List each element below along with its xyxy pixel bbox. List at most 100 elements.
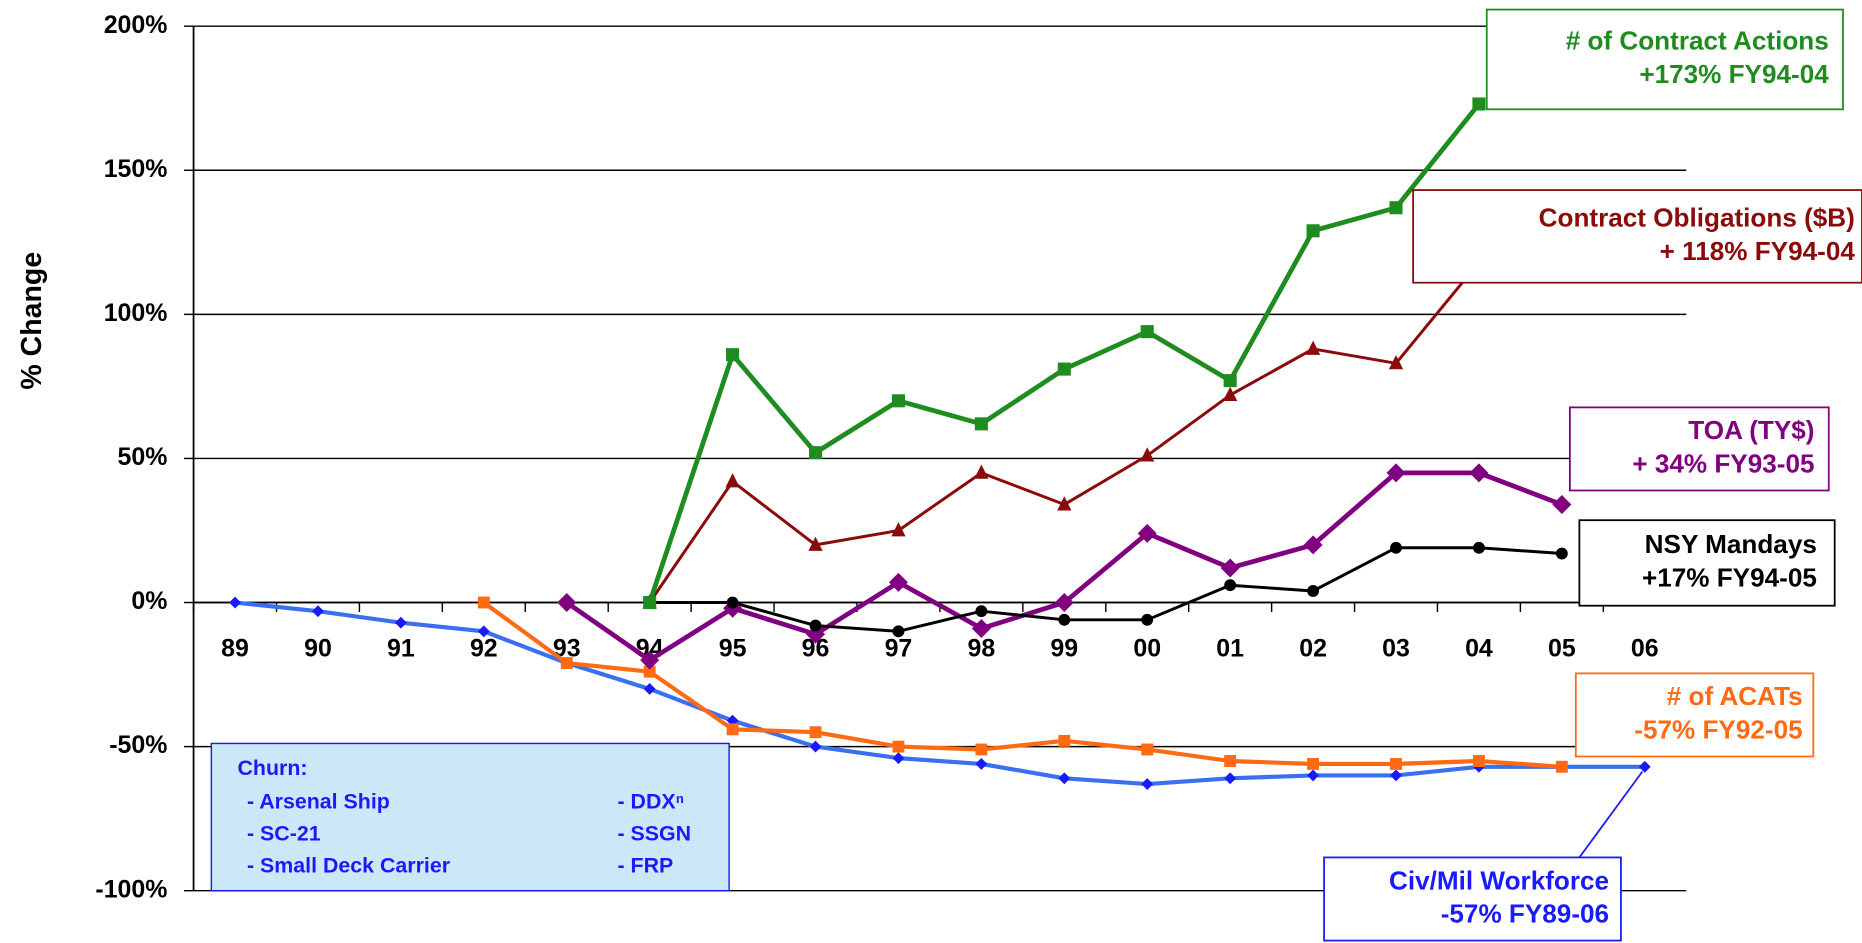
- annotation-box: [1412, 189, 1862, 284]
- marker: [808, 536, 823, 551]
- annotation-text: Contract Obligations ($B): [1539, 203, 1855, 233]
- x-tick-label: 91: [387, 635, 415, 663]
- annotation-text: # of ACATs: [1667, 681, 1803, 711]
- y-tick-label: 100%: [104, 299, 168, 327]
- marker: [229, 596, 241, 609]
- churn-item: - SC-21: [247, 822, 321, 846]
- marker: [892, 752, 905, 765]
- marker: [560, 657, 573, 669]
- marker: [640, 650, 660, 670]
- marker: [1220, 558, 1240, 578]
- marker: [1469, 463, 1489, 483]
- x-tick-label: 00: [1133, 635, 1161, 663]
- x-tick-label: 05: [1548, 635, 1576, 663]
- y-axis-label: % Change: [16, 252, 48, 390]
- churn-title: Churn:: [238, 756, 308, 780]
- y-tick-label: -100%: [95, 875, 167, 903]
- marker: [806, 624, 826, 644]
- x-tick-label: 95: [719, 635, 747, 663]
- marker: [643, 595, 657, 610]
- marker: [1140, 447, 1155, 462]
- marker: [726, 723, 739, 736]
- annotation-text: Civ/Mil Workforce: [1389, 865, 1609, 895]
- marker: [888, 572, 908, 592]
- marker: [1224, 755, 1237, 767]
- annotation-text: NSY Mandays: [1645, 529, 1817, 559]
- x-tick-label: 01: [1216, 635, 1244, 663]
- marker: [1390, 541, 1402, 554]
- marker: [1057, 496, 1072, 511]
- annotation-box: [1485, 8, 1844, 111]
- annotation-text: -57% FY92-05: [1634, 714, 1802, 744]
- marker: [557, 593, 577, 613]
- marker: [1552, 495, 1572, 515]
- marker: [809, 726, 822, 739]
- annotation-text: -57% FY89-06: [1441, 899, 1609, 929]
- marker: [312, 605, 324, 618]
- series-line: [234, 600, 1645, 787]
- marker: [1058, 734, 1071, 747]
- marker: [643, 665, 656, 678]
- x-tick-label: 98: [968, 635, 996, 663]
- marker: [1058, 772, 1071, 785]
- marker: [1472, 541, 1485, 554]
- marker: [726, 596, 739, 609]
- marker: [974, 417, 988, 431]
- marker: [643, 683, 656, 695]
- marker: [1223, 374, 1237, 388]
- marker: [1223, 386, 1238, 401]
- marker: [1307, 757, 1320, 770]
- marker: [975, 605, 988, 618]
- marker: [1307, 585, 1320, 597]
- marker: [1054, 593, 1074, 613]
- marker: [892, 625, 905, 638]
- y-tick-label: 50%: [118, 443, 168, 471]
- annotation-text: + 118% FY94-04: [1660, 236, 1856, 266]
- pointer-arrow: [1578, 770, 1644, 858]
- x-tick-label: 06: [1631, 635, 1659, 663]
- marker: [726, 348, 740, 362]
- churn-box: [210, 742, 730, 892]
- annotation-box: [1578, 519, 1836, 607]
- marker: [892, 740, 905, 753]
- x-tick-label: 99: [1050, 635, 1078, 663]
- marker: [971, 618, 991, 638]
- marker: [1307, 769, 1320, 782]
- marker: [394, 616, 407, 629]
- marker: [1057, 362, 1071, 376]
- marker: [891, 394, 905, 408]
- marker: [1555, 547, 1568, 560]
- y-tick-label: 150%: [104, 155, 168, 183]
- marker: [1224, 772, 1237, 785]
- marker: [809, 619, 822, 632]
- churn-item: - DDXⁿ: [618, 789, 685, 813]
- annotation-box: [1323, 856, 1622, 942]
- marker: [1386, 463, 1406, 483]
- churn-item: - Arsenal Ship: [247, 789, 390, 813]
- churn-item: - Small Deck Carrier: [247, 854, 450, 878]
- marker: [725, 473, 740, 488]
- series-line: [649, 546, 1562, 633]
- annotation-text: +17% FY94-05: [1642, 562, 1817, 592]
- marker: [1141, 613, 1154, 626]
- series-line: [647, 102, 1481, 604]
- marker: [1141, 743, 1154, 756]
- annotation-text: TOA (TY$): [1688, 415, 1814, 445]
- marker: [1140, 325, 1154, 339]
- marker: [975, 743, 988, 756]
- marker: [1058, 613, 1071, 626]
- marker: [808, 446, 823, 460]
- marker: [477, 596, 490, 609]
- x-tick-label: 97: [885, 635, 913, 663]
- marker: [1303, 535, 1323, 555]
- marker: [1390, 769, 1402, 782]
- marker: [891, 522, 906, 537]
- marker: [1555, 760, 1568, 773]
- y-tick-label: 0%: [131, 587, 167, 615]
- y-tick-label: -50%: [109, 731, 167, 759]
- marker: [1306, 224, 1320, 238]
- annotation-text: # of Contract Actions: [1566, 26, 1829, 56]
- marker: [1389, 201, 1403, 215]
- churn-item: - SSGN: [618, 822, 692, 846]
